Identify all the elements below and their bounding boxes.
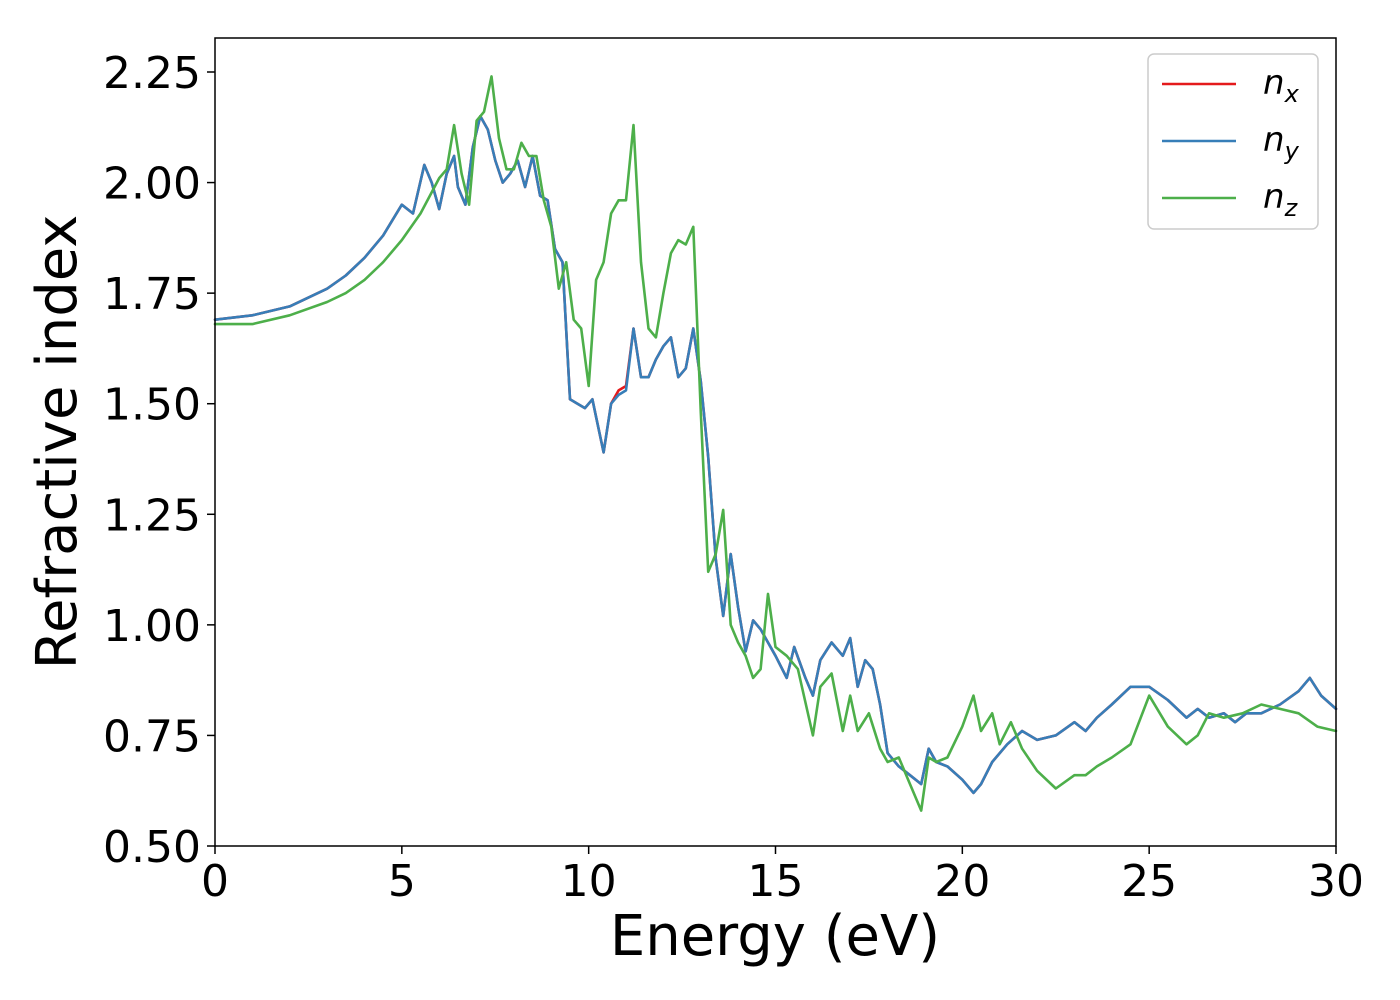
y-tick-label: 0.75: [103, 711, 201, 762]
y-tick-label: 0.50: [103, 822, 201, 873]
y-tick-label: 1.00: [103, 601, 201, 652]
y-axis-ticks: 0.50 0.75 1.00 1.25 1.50 1.75 2.00 2.25: [103, 48, 215, 873]
x-tick-label: 20: [934, 856, 990, 907]
y-tick-label: 2.25: [103, 48, 201, 99]
x-tick-label: 15: [748, 856, 804, 907]
legend-label-n-x: nx: [1263, 63, 1300, 108]
x-tick-label: 25: [1121, 856, 1177, 907]
legend-label-n-z: nz: [1263, 177, 1299, 222]
legend-label-n-y: ny: [1263, 120, 1300, 165]
x-tick-label: 30: [1308, 856, 1364, 907]
y-tick-label: 2.00: [103, 159, 201, 210]
x-axis-ticks: 0 5 10 15 20 25 30: [201, 846, 1364, 907]
x-tick-label: 10: [561, 856, 617, 907]
y-tick-label: 1.75: [103, 269, 201, 320]
legend: nx ny nz: [1147, 53, 1319, 230]
x-tick-label: 0: [201, 856, 229, 907]
series-line-n-z: [213, 75, 1338, 812]
y-tick-label: 1.25: [103, 490, 201, 541]
series-layer: [213, 75, 1338, 812]
series-line-n-y: [213, 114, 1338, 795]
y-axis-title: Refractive index: [25, 215, 90, 670]
x-axis-title: Energy (eV): [610, 904, 940, 969]
y-tick-label: 1.50: [103, 380, 201, 431]
x-tick-label: 5: [388, 856, 416, 907]
